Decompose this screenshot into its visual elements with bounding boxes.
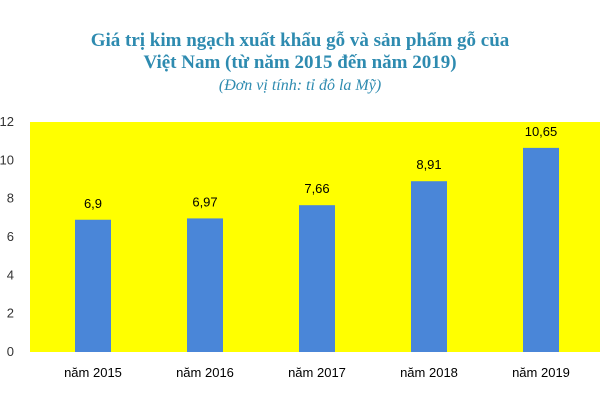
chart-subtitle: (Đơn vị tính: tỉ đô la Mỹ) — [218, 77, 382, 94]
bar — [523, 147, 559, 352]
y-tick-label: 6 — [7, 229, 14, 244]
y-tick-label: 8 — [7, 191, 14, 206]
bar — [299, 205, 335, 352]
y-tick-label: 10 — [0, 152, 14, 167]
bar — [187, 218, 223, 352]
bar — [411, 181, 447, 352]
x-tick-label: năm 2018 — [400, 365, 458, 380]
y-tick-label: 0 — [7, 344, 14, 359]
bars: 6,9 6,97 7,66 8,91 10,65 — [75, 124, 559, 352]
bar-value-label: 10,65 — [525, 124, 558, 139]
bar-value-label: 6,9 — [84, 196, 102, 211]
chart-title-line-1: Giá trị kim ngạch xuất khẩu gỗ và sản ph… — [90, 30, 510, 51]
x-tick-label: năm 2017 — [288, 365, 346, 380]
y-tick-label: 2 — [7, 306, 14, 321]
chart-title-line-2: Việt Nam (từ năm 2015 đến năm 2019) — [143, 52, 457, 73]
bar-value-label: 8,91 — [416, 157, 441, 172]
x-axis: năm 2015 năm 2016 năm 2017 năm 2018 năm 2019 — [64, 365, 570, 380]
x-tick-label: năm 2016 — [176, 365, 234, 380]
y-axis: 0 2 4 6 8 10 12 — [0, 114, 14, 359]
y-tick-label: 4 — [7, 267, 14, 282]
x-tick-label: năm 2015 — [64, 365, 122, 380]
bar-value-label: 7,66 — [304, 181, 329, 196]
y-tick-label: 12 — [0, 114, 14, 129]
bar-value-label: 6,97 — [192, 194, 217, 209]
x-tick-label: năm 2019 — [512, 365, 570, 380]
bar — [75, 219, 111, 352]
